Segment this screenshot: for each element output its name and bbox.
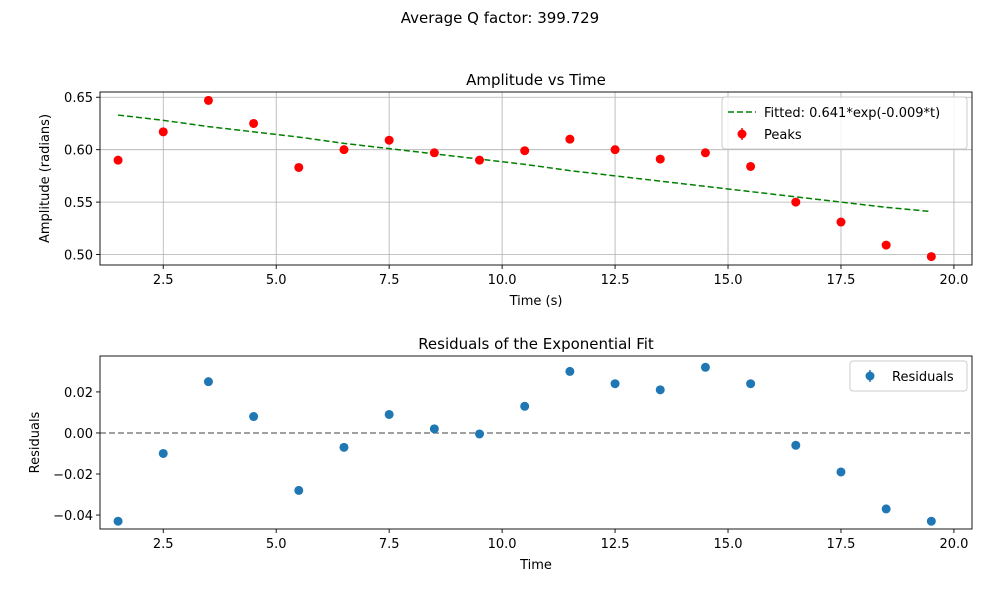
amp-legend-marker	[737, 129, 747, 139]
amp-xtick-label: 2.5	[153, 273, 174, 288]
res-xtick-label: 12.5	[601, 537, 630, 552]
res-point	[158, 448, 168, 458]
res-point	[565, 366, 575, 376]
amp-ytick-label: 0.50	[64, 249, 93, 264]
amp-xtick-label: 10.0	[488, 273, 517, 288]
amp-xtick-label: 15.0	[714, 273, 743, 288]
amp-point	[203, 95, 213, 105]
amp-xtick-label: 7.5	[379, 273, 400, 288]
amp-point	[249, 118, 259, 128]
amp-xtick-label: 17.5	[826, 273, 855, 288]
amp-legend-label: Peaks	[764, 128, 802, 143]
amp-point	[610, 145, 620, 155]
res-point	[520, 401, 530, 411]
res-xtick-label: 7.5	[379, 537, 400, 552]
amp-point	[746, 161, 756, 171]
res-point	[926, 516, 936, 526]
amp-xlabel: Time (s)	[509, 294, 563, 309]
amp-ytick-label: 0.60	[64, 144, 93, 159]
res-xtick-label: 15.0	[714, 537, 743, 552]
res-legend-box	[849, 360, 968, 392]
amp-point	[655, 154, 665, 164]
res-point	[113, 516, 123, 526]
amp-point	[881, 240, 891, 250]
amp-point	[475, 155, 485, 165]
res-xtick-label: 17.5	[826, 537, 855, 552]
amp-point	[926, 252, 936, 262]
res-legend-label: Residuals	[892, 370, 954, 385]
amp-ytick-label: 0.65	[64, 91, 93, 106]
amp-point	[294, 162, 304, 172]
amp-axes-frame	[99, 91, 973, 266]
amp-xtick-label: 5.0	[266, 273, 287, 288]
amp-point	[700, 148, 710, 158]
amp-point	[791, 197, 801, 207]
res-point	[700, 362, 710, 372]
res-point	[791, 440, 801, 450]
res-point	[881, 504, 891, 514]
res-axes-frame	[99, 355, 973, 530]
amp-point	[339, 145, 349, 155]
amp-xtick-label: 20.0	[939, 273, 968, 288]
res-ytick-label: 0.02	[64, 386, 93, 401]
figure-suptitle: Average Q factor: 399.729	[400, 9, 600, 27]
amp-xtick-label: 12.5	[601, 273, 630, 288]
res-xtick-label: 10.0	[488, 537, 517, 552]
amp-point	[384, 135, 394, 145]
amp-title: Amplitude vs Time	[466, 71, 606, 89]
res-xtick-label: 5.0	[266, 537, 287, 552]
res-title: Residuals of the Exponential Fit	[418, 335, 654, 353]
amp-point	[836, 217, 846, 227]
res-xlabel: Time	[519, 558, 552, 573]
res-point	[294, 485, 304, 495]
res-point	[384, 409, 394, 419]
res-point	[429, 424, 439, 434]
res-point	[655, 385, 665, 395]
res-xtick-label: 2.5	[153, 537, 174, 552]
amp-fit-line	[117, 114, 932, 213]
res-ylabel: Residuals	[28, 411, 43, 473]
amp-point	[113, 155, 123, 165]
res-point	[339, 442, 349, 452]
res-point	[475, 429, 485, 439]
res-point	[746, 379, 756, 389]
amp-point	[158, 127, 168, 137]
res-point	[610, 379, 620, 389]
amp-ytick-label: 0.55	[64, 196, 93, 211]
res-xtick-label: 20.0	[939, 537, 968, 552]
amp-point	[429, 148, 439, 158]
res-point	[249, 412, 259, 422]
res-point	[203, 377, 213, 387]
res-legend-marker	[865, 371, 875, 381]
res-point	[836, 467, 846, 477]
res-ytick-label: −0.04	[53, 509, 93, 524]
amp-legend-box	[721, 96, 968, 150]
amp-point	[565, 134, 575, 144]
amp-legend-label: Fitted: 0.641*exp(-0.009*t)	[764, 106, 940, 121]
res-ytick-label: −0.02	[53, 468, 93, 483]
res-ytick-label: 0.00	[64, 427, 93, 442]
amp-point	[520, 146, 530, 156]
amp-ylabel: Amplitude (radians)	[38, 114, 53, 243]
